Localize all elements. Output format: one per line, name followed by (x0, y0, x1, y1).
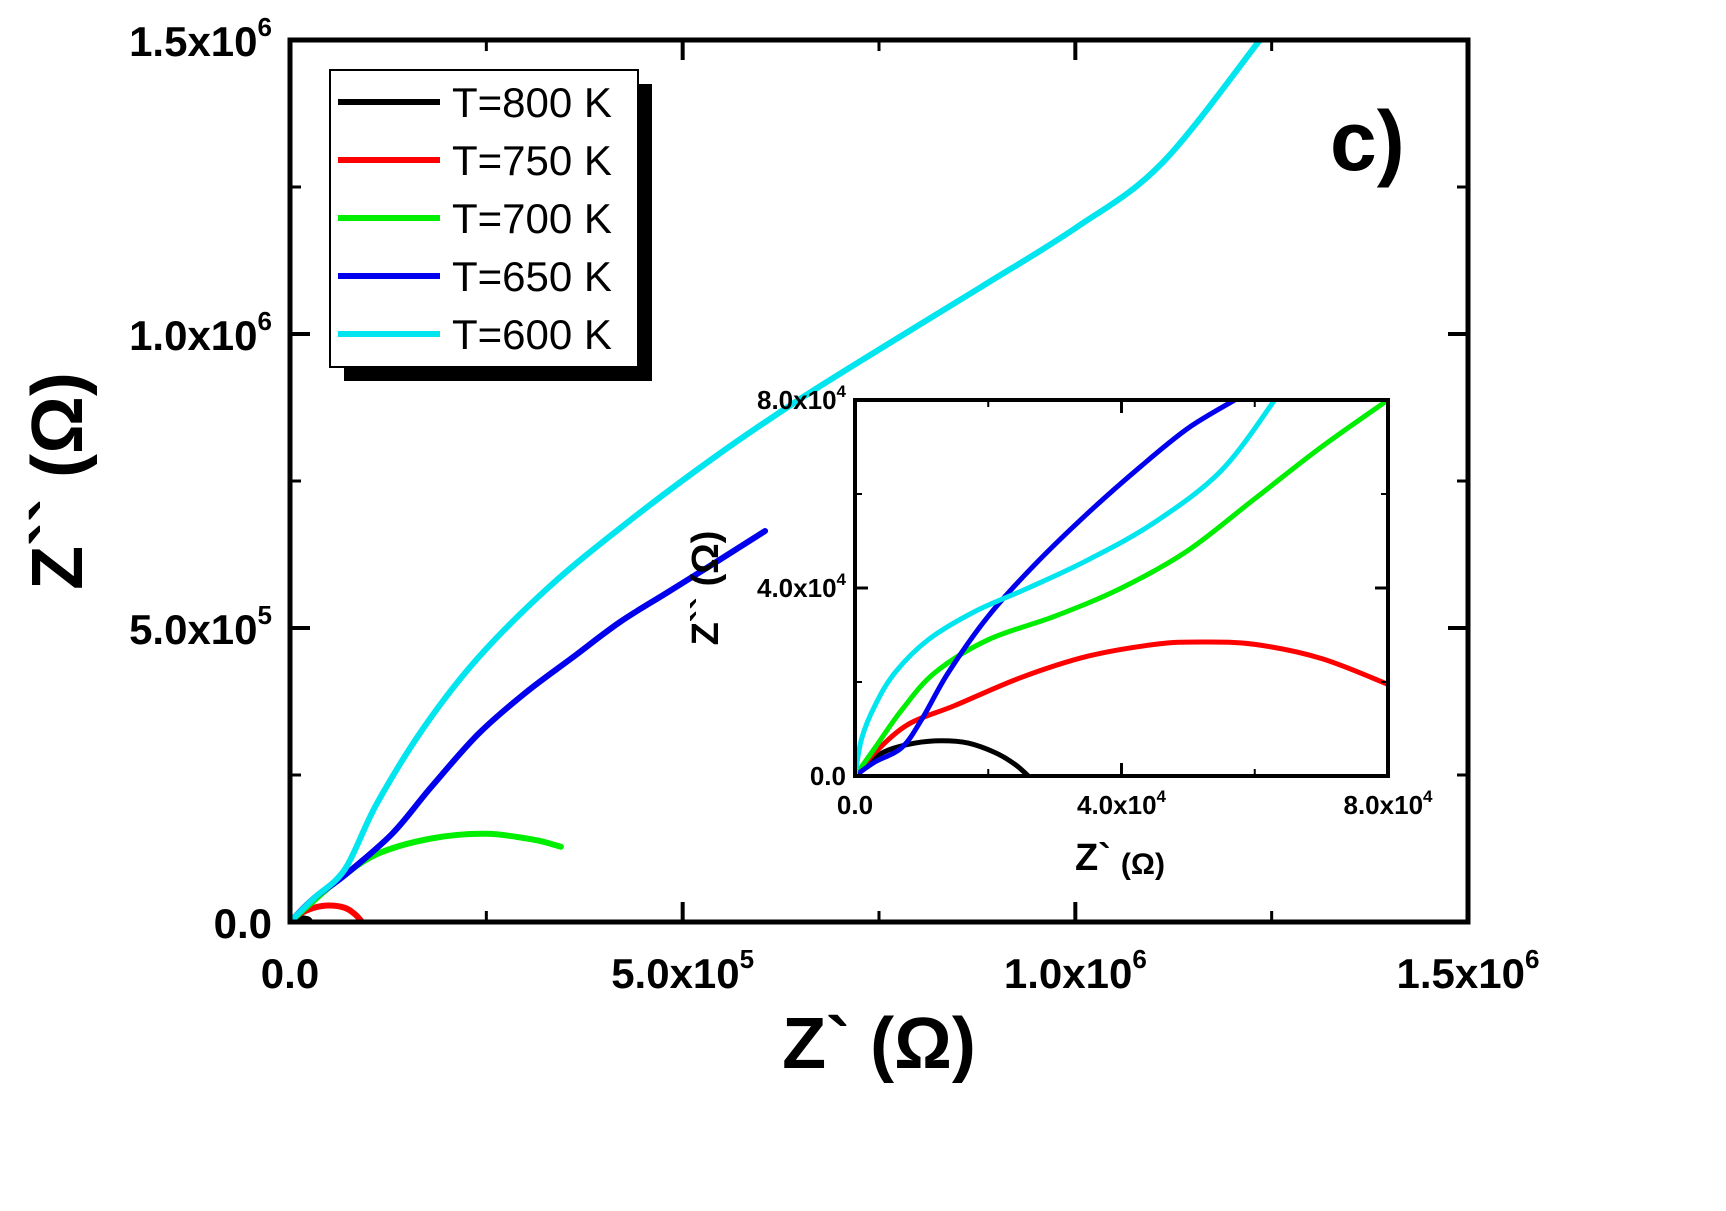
legend-label-t-650-k: T=650 K (452, 253, 612, 300)
inset-y-tick-label: 0.0 (810, 761, 846, 791)
inset-series-group (855, 400, 1388, 776)
y-axis-title: Z`` (Ω) (18, 372, 98, 590)
inset-series-line-t-600-k (855, 400, 1278, 776)
inset-series-line-t-750-k (855, 639, 1388, 776)
inset-x-tick-label: 8.0x104 (1344, 787, 1434, 820)
legend: T=800 K T=750 K T=700 K T=650 K T=600 K (329, 69, 652, 381)
y-tick-label: 1.0x106 (129, 306, 272, 359)
x-axis-title: Z` (Ω) (782, 1004, 976, 1084)
series-line-t-600-k (290, 40, 1263, 922)
x-tick-label: 5.0x105 (611, 944, 754, 997)
legend-label-t-700-k: T=700 K (452, 195, 612, 242)
inset-y-axis-title: Z`` (Ω) (685, 531, 727, 646)
inset-series-line-t-650-k (855, 400, 1238, 776)
inset-series-line-t-800-k (855, 738, 1031, 776)
inset-series-line-t-700-k (855, 400, 1388, 776)
inset-x-axis-title: Z` (Ω) (1075, 837, 1165, 881)
x-tick-label: 0.0 (261, 950, 319, 997)
x-tick-label: 1.5x106 (1397, 944, 1540, 997)
y-tick-label: 5.0x105 (129, 600, 272, 653)
main-plot: 0.0 5.0x105 1.0x106 1.5x106 0.0 5.0x105 1.0x10… (18, 12, 1539, 1084)
legend-label-t-600-k: T=600 K (452, 311, 612, 358)
main-series-group (290, 40, 1263, 922)
panel-label: c) (1330, 94, 1405, 188)
inset-x-tick-label: 0.0 (837, 790, 873, 820)
y-tick-label: 1.5x106 (129, 12, 272, 65)
y-tick-label: 0.0 (214, 900, 272, 947)
inset-x-tick-label: 4.0x104 (1077, 787, 1167, 820)
legend-label-t-800-k: T=800 K (452, 79, 612, 126)
legend-label-t-750-k: T=750 K (452, 137, 612, 184)
series-line-t-700-k (290, 830, 564, 922)
inset-y-tick-label: 8.0x104 (757, 382, 847, 415)
inset-y-tick-label: 4.0x104 (757, 570, 847, 603)
inset-plot: 0.0 4.0x104 8.0x104 0.0 4.0x104 8.0x104 Z` (Ω) Z… (685, 382, 1433, 881)
x-tick-label: 1.0x106 (1004, 944, 1147, 997)
